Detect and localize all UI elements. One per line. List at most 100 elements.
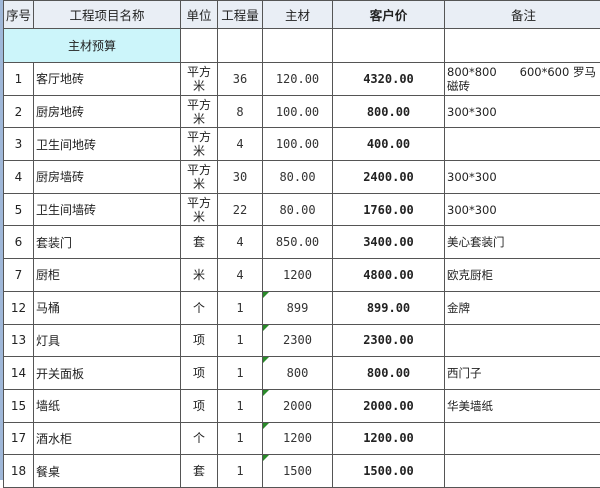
unit-cell[interactable]: 平方米 bbox=[181, 193, 218, 226]
price-cell[interactable]: 800.00 bbox=[333, 357, 445, 390]
header-cell[interactable]: 工程量 bbox=[218, 1, 263, 29]
unit-cell[interactable]: 米 bbox=[181, 259, 218, 292]
unit-cell[interactable]: 套 bbox=[181, 226, 218, 259]
material-cell[interactable]: 120.00 bbox=[263, 63, 333, 96]
material-cell[interactable]: 80.00 bbox=[263, 193, 333, 226]
unit-cell[interactable]: 平方米 bbox=[181, 63, 218, 96]
unit-cell[interactable]: 个 bbox=[181, 422, 218, 455]
unit-cell[interactable]: 项 bbox=[181, 324, 218, 357]
price-cell[interactable]: 2000.00 bbox=[333, 389, 445, 422]
unit-cell[interactable]: 项 bbox=[181, 389, 218, 422]
row-number-cell[interactable]: 2 bbox=[4, 95, 34, 128]
price-cell[interactable]: 1760.00 bbox=[333, 193, 445, 226]
note-cell[interactable]: 金牌 bbox=[445, 291, 600, 324]
item-name-cell[interactable]: 套装门 bbox=[34, 226, 181, 259]
note-cell[interactable]: 300*300 bbox=[445, 161, 600, 194]
price-cell[interactable]: 1500.00 bbox=[333, 455, 445, 488]
material-cell[interactable]: 100.00 bbox=[263, 128, 333, 161]
item-name-cell[interactable]: 客厅地砖 bbox=[34, 63, 181, 96]
item-name-cell[interactable]: 墙纸 bbox=[34, 389, 181, 422]
note-cell[interactable] bbox=[445, 422, 600, 455]
unit-cell[interactable]: 平方米 bbox=[181, 161, 218, 194]
note-cell[interactable]: 华美墙纸 bbox=[445, 389, 600, 422]
unit-cell[interactable]: 项 bbox=[181, 357, 218, 390]
item-name-cell[interactable]: 餐桌 bbox=[34, 455, 181, 488]
quantity-cell[interactable]: 1 bbox=[218, 455, 263, 488]
price-cell[interactable]: 4320.00 bbox=[333, 63, 445, 96]
note-cell[interactable]: 300*300 bbox=[445, 95, 600, 128]
material-cell[interactable]: 1200 bbox=[263, 422, 333, 455]
quantity-cell[interactable]: 4 bbox=[218, 226, 263, 259]
cell[interactable] bbox=[445, 29, 600, 63]
row-number-cell[interactable]: 1 bbox=[4, 63, 34, 96]
quantity-cell[interactable]: 1 bbox=[218, 291, 263, 324]
row-number-cell[interactable]: 5 bbox=[4, 193, 34, 226]
note-cell[interactable]: 美心套装门 bbox=[445, 226, 600, 259]
item-name-cell[interactable]: 卫生间地砖 bbox=[34, 128, 181, 161]
price-cell[interactable]: 400.00 bbox=[333, 128, 445, 161]
item-name-cell[interactable]: 卫生间墙砖 bbox=[34, 193, 181, 226]
material-cell[interactable]: 2000 bbox=[263, 389, 333, 422]
row-number-cell[interactable]: 4 bbox=[4, 161, 34, 194]
note-cell[interactable] bbox=[445, 128, 600, 161]
material-cell[interactable]: 2300 bbox=[263, 324, 333, 357]
material-cell[interactable]: 800 bbox=[263, 357, 333, 390]
row-number-cell[interactable]: 15 bbox=[4, 389, 34, 422]
price-cell[interactable]: 1200.00 bbox=[333, 422, 445, 455]
material-cell[interactable]: 899 bbox=[263, 291, 333, 324]
unit-cell[interactable]: 套 bbox=[181, 455, 218, 488]
price-cell[interactable]: 2400.00 bbox=[333, 161, 445, 194]
price-cell[interactable]: 3400.00 bbox=[333, 226, 445, 259]
price-cell[interactable]: 2300.00 bbox=[333, 324, 445, 357]
row-number-cell[interactable]: 12 bbox=[4, 291, 34, 324]
cell[interactable] bbox=[333, 29, 445, 63]
row-number-cell[interactable]: 13 bbox=[4, 324, 34, 357]
note-cell[interactable]: 西门子 bbox=[445, 357, 600, 390]
quantity-cell[interactable]: 1 bbox=[218, 324, 263, 357]
price-cell[interactable]: 899.00 bbox=[333, 291, 445, 324]
item-name-cell[interactable]: 开关面板 bbox=[34, 357, 181, 390]
quantity-cell[interactable]: 1 bbox=[218, 357, 263, 390]
quantity-cell[interactable]: 1 bbox=[218, 422, 263, 455]
material-cell[interactable]: 1500 bbox=[263, 455, 333, 488]
material-cell[interactable]: 1200 bbox=[263, 259, 333, 292]
unit-cell[interactable]: 平方米 bbox=[181, 95, 218, 128]
unit-cell[interactable]: 个 bbox=[181, 291, 218, 324]
quantity-cell[interactable]: 30 bbox=[218, 161, 263, 194]
note-cell[interactable] bbox=[445, 324, 600, 357]
header-cell[interactable]: 备注 bbox=[445, 1, 600, 29]
quantity-cell[interactable]: 36 bbox=[218, 63, 263, 96]
material-cell[interactable]: 100.00 bbox=[263, 95, 333, 128]
item-name-cell[interactable]: 厨房地砖 bbox=[34, 95, 181, 128]
row-number-cell[interactable]: 6 bbox=[4, 226, 34, 259]
row-number-cell[interactable]: 14 bbox=[4, 357, 34, 390]
price-cell[interactable]: 800.00 bbox=[333, 95, 445, 128]
section-title[interactable]: 主材预算 bbox=[4, 29, 181, 63]
row-number-cell[interactable]: 17 bbox=[4, 422, 34, 455]
quantity-cell[interactable]: 1 bbox=[218, 389, 263, 422]
price-cell[interactable]: 4800.00 bbox=[333, 259, 445, 292]
material-cell[interactable]: 850.00 bbox=[263, 226, 333, 259]
cell[interactable] bbox=[181, 29, 218, 63]
header-cell[interactable]: 主材 bbox=[263, 1, 333, 29]
quantity-cell[interactable]: 22 bbox=[218, 193, 263, 226]
note-cell[interactable] bbox=[445, 455, 600, 488]
header-cell[interactable]: 序号 bbox=[4, 1, 34, 29]
cell[interactable] bbox=[218, 29, 263, 63]
row-number-cell[interactable]: 18 bbox=[4, 455, 34, 488]
row-number-cell[interactable]: 7 bbox=[4, 259, 34, 292]
item-name-cell[interactable]: 灯具 bbox=[34, 324, 181, 357]
header-cell[interactable]: 客户价 bbox=[333, 1, 445, 29]
header-cell[interactable]: 单位 bbox=[181, 1, 218, 29]
item-name-cell[interactable]: 马桶 bbox=[34, 291, 181, 324]
note-cell[interactable]: 800*800 600*600 罗马磁砖 bbox=[445, 63, 600, 96]
item-name-cell[interactable]: 厨柜 bbox=[34, 259, 181, 292]
note-cell[interactable]: 欧克厨柜 bbox=[445, 259, 600, 292]
header-cell[interactable]: 工程项目名称 bbox=[34, 1, 181, 29]
quantity-cell[interactable]: 4 bbox=[218, 128, 263, 161]
quantity-cell[interactable]: 8 bbox=[218, 95, 263, 128]
row-number-cell[interactable]: 3 bbox=[4, 128, 34, 161]
quantity-cell[interactable]: 4 bbox=[218, 259, 263, 292]
material-cell[interactable]: 80.00 bbox=[263, 161, 333, 194]
unit-cell[interactable]: 平方米 bbox=[181, 128, 218, 161]
